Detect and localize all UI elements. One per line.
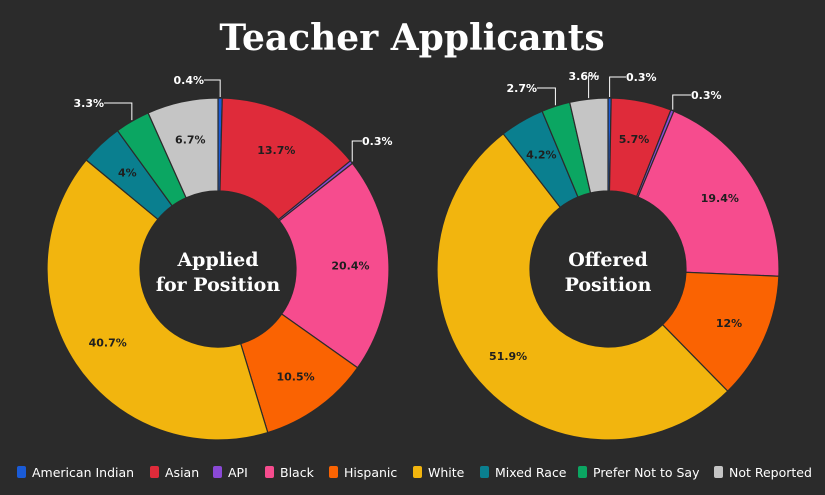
data-label-white: 40.7% bbox=[89, 336, 127, 349]
data-label-mixed-race: 4% bbox=[118, 166, 137, 179]
legend-item-white: White bbox=[413, 465, 465, 480]
donut-2: 0.3% 5.7% 0.3% 19.4% 12% 51.9% 4.2% 2.7% 3.6% Off… bbox=[436, 70, 780, 441]
legend-swatch bbox=[17, 466, 26, 478]
legend-label: American Indian bbox=[32, 465, 134, 480]
data-label-hispanic: 10.5% bbox=[276, 370, 314, 383]
leader-line-api bbox=[672, 94, 691, 110]
donut-1: 0.4% 13.7% 0.3% 20.4% 10.5% 40.7% 4% 3.3% 6.7% Ap… bbox=[46, 74, 393, 441]
leader-line-prefer-not-to-say bbox=[537, 87, 556, 106]
legend-item-hispanic: Hispanic bbox=[329, 465, 397, 480]
legend-item-not-reported: Not Reported bbox=[714, 465, 812, 480]
leader-line-american-indian bbox=[609, 76, 626, 98]
slice-white bbox=[46, 159, 269, 441]
legend-swatch bbox=[150, 466, 159, 478]
leader-line-not-reported bbox=[588, 75, 599, 99]
slice-white bbox=[436, 132, 729, 441]
data-label-white: 51.9% bbox=[489, 350, 527, 363]
legend-label: Asian bbox=[165, 465, 199, 480]
legend-swatch bbox=[714, 466, 723, 478]
data-label-black: 20.4% bbox=[331, 260, 369, 273]
legend-label: API bbox=[228, 465, 248, 480]
data-label-not-reported: 6.7% bbox=[175, 133, 206, 146]
legend-label: Black bbox=[280, 465, 315, 480]
legend-swatch bbox=[329, 466, 338, 478]
legend-swatch bbox=[213, 466, 222, 478]
data-label-asian: 13.7% bbox=[257, 144, 295, 157]
leader-line-api bbox=[351, 140, 362, 162]
leader-line-prefer-not-to-say bbox=[104, 102, 133, 121]
legend-label: Mixed Race bbox=[495, 465, 567, 480]
data-label-api: 0.3% bbox=[362, 135, 393, 148]
slice-black bbox=[637, 110, 780, 277]
legend-label: Hispanic bbox=[344, 465, 397, 480]
data-label-black: 19.4% bbox=[701, 192, 739, 205]
data-label-prefer-not-to-say: 3.3% bbox=[73, 97, 104, 110]
data-label-american-indian: 0.3% bbox=[626, 71, 657, 84]
legend-swatch bbox=[480, 466, 489, 478]
data-label-prefer-not-to-say: 2.7% bbox=[506, 82, 537, 95]
data-label-api: 0.3% bbox=[691, 89, 722, 102]
data-label-mixed-race: 4.2% bbox=[526, 148, 557, 161]
legend-item-american-indian: American Indian bbox=[17, 465, 134, 480]
legend-item-mixed-race: Mixed Race bbox=[480, 465, 567, 480]
legend-item-prefer-not-to-say: Prefer Not to Say bbox=[578, 465, 700, 480]
donut-charts: 0.4% 13.7% 0.3% 20.4% 10.5% 40.7% 4% 3.3% 6.7% Ap… bbox=[46, 70, 780, 441]
center-label: Applied for Position bbox=[156, 249, 281, 296]
legend-label: Prefer Not to Say bbox=[593, 465, 700, 480]
legend: American Indian Asian API Black Hispanic Whit… bbox=[17, 465, 812, 480]
slice-black bbox=[278, 162, 390, 369]
legend-item-api: API bbox=[213, 465, 248, 480]
data-label-hispanic: 12% bbox=[716, 317, 742, 330]
slice-not-reported bbox=[568, 97, 609, 194]
data-label-not-reported: 3.6% bbox=[568, 70, 599, 83]
legend-label: White bbox=[428, 465, 465, 480]
slice-not-reported bbox=[147, 97, 219, 199]
legend-swatch bbox=[578, 466, 587, 478]
legend-swatch bbox=[265, 466, 274, 478]
leader-line-american-indian bbox=[204, 79, 221, 98]
legend-item-asian: Asian bbox=[150, 465, 199, 480]
legend-item-black: Black bbox=[265, 465, 315, 480]
legend-label: Not Reported bbox=[729, 465, 812, 480]
chart-title: Teacher Applicants bbox=[219, 17, 604, 59]
data-label-asian: 5.7% bbox=[619, 133, 650, 146]
legend-swatch bbox=[413, 466, 422, 478]
center-label: Offered Position bbox=[565, 249, 652, 296]
data-label-american-indian: 0.4% bbox=[173, 74, 204, 87]
